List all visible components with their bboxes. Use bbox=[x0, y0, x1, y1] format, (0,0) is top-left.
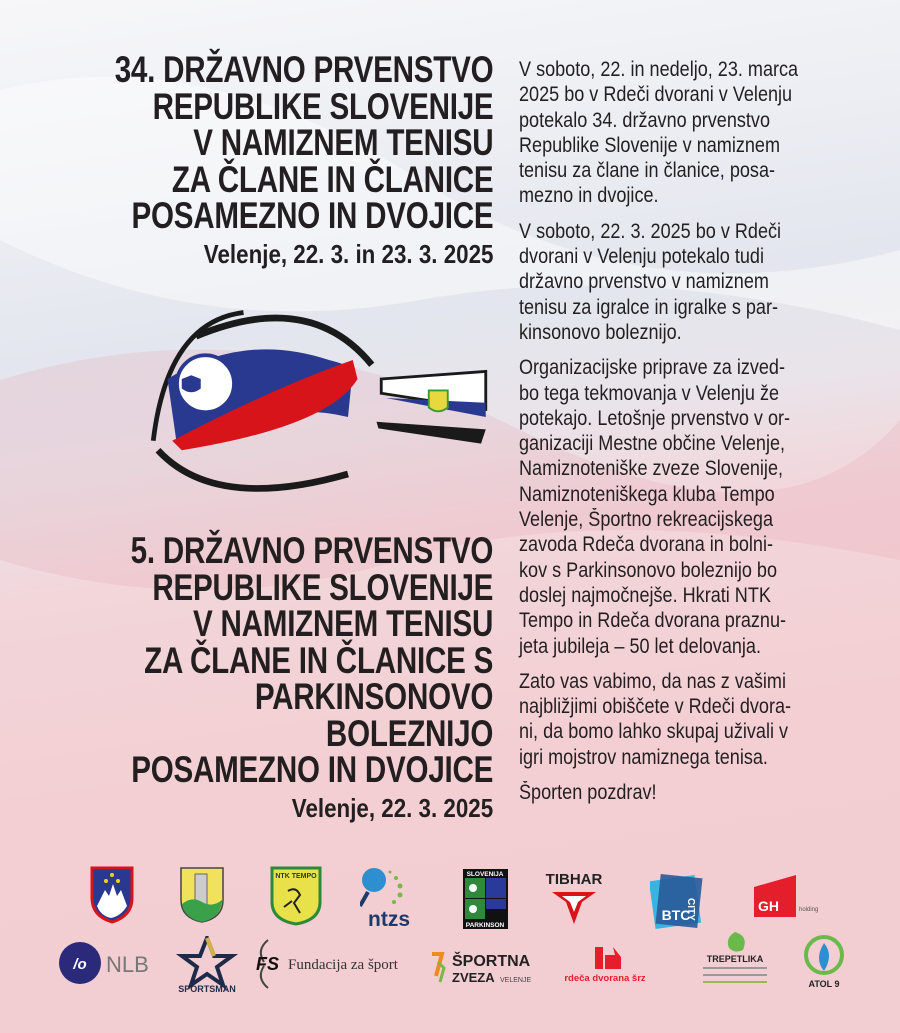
text-line: najbližjimi obiščete v Rdeči dvora- bbox=[519, 695, 792, 719]
heading-line: REPUBLIKE SLOVENIJE bbox=[152, 566, 493, 608]
text-line: dvorani v Velenju potekalo tudi bbox=[519, 245, 764, 269]
text-line: zavoda Rdeča dvorana in bolni- bbox=[519, 533, 774, 557]
nlb-logo: /o NLB bbox=[58, 940, 162, 986]
logo-text: rdeča dvorana šrz bbox=[565, 973, 645, 984]
heading-championship-5-parkinson: 5. DRŽAVNO PRVENSTVO REPUBLIKE SLOVENIJE… bbox=[40, 530, 494, 825]
logo-text: SPORTSMAN bbox=[178, 984, 236, 994]
text-line: Namiznoteniškega kluba Tempo bbox=[519, 482, 775, 506]
heading-line: 5. DRŽAVNO PRVENSTVO bbox=[130, 530, 493, 571]
heading-line: V NAMIZNEM TENISU bbox=[192, 603, 494, 644]
logo-text: holding bbox=[799, 907, 818, 913]
text-line: potekalo 34. državno prvenstvo bbox=[519, 108, 770, 132]
text-line: potekajo. Letošnje prvenstvo v or- bbox=[519, 406, 791, 430]
text-line: državno prvenstvo v namiznem bbox=[519, 270, 769, 294]
text-line: ni, da bomo lahko skupaj uživali v bbox=[519, 720, 789, 744]
heading-line: POSAMEZNO IN DVOJICE bbox=[131, 195, 493, 236]
logo-text: TREPETLIKA bbox=[707, 954, 764, 964]
text-line: Zato vas vabimo, da nas z vašimi bbox=[519, 669, 787, 693]
text-line: Namiznoteniške zveze Slovenije, bbox=[519, 457, 784, 481]
text-line: Velenje, Športno rekreacijskega bbox=[519, 508, 773, 532]
paragraph: Organizacijske priprave za izved-bo tega… bbox=[519, 355, 879, 659]
gh-holding-logo: GH holding bbox=[752, 873, 836, 923]
text-line: bo tega tekmovanja v Velenju že bbox=[519, 381, 780, 405]
paragraph: V soboto, 22. in nedeljo, 23. marca 2025 … bbox=[519, 57, 879, 209]
rdeca-dvorana-srz-logo: rdeča dvorana šrz bbox=[565, 945, 645, 987]
heading-championship-34: 34. DRŽAVNO PRVENSTVO REPUBLIKE SLOVENIJ… bbox=[20, 49, 494, 271]
logo-text: GH bbox=[758, 898, 779, 914]
sportna-zveza-velenje-logo: ŠPORTNA ZVEZA VELENJE bbox=[430, 948, 550, 988]
invitation-text: V soboto, 22. in nedeljo, 23. marca 2025 … bbox=[519, 57, 879, 815]
logo-text: ŠPORTNA bbox=[452, 951, 531, 970]
logo-text: ZVEZA bbox=[452, 970, 495, 985]
text-line: jeta jubileja – 50 let delovanja. bbox=[519, 634, 761, 658]
text-line: mezno in dvojice. bbox=[519, 184, 659, 208]
table-tennis-paddle-logo bbox=[150, 310, 488, 492]
logo-text: FS bbox=[256, 954, 279, 974]
text-line: kinsonovo boleznijo. bbox=[519, 320, 682, 344]
paragraph: Športen pozdrav! bbox=[519, 780, 879, 805]
text-line: Organizacijske priprave za izved- bbox=[519, 356, 785, 380]
sportsman-logo: SPORTSMAN bbox=[165, 936, 249, 994]
logo-text: ntzs bbox=[368, 908, 410, 928]
text-line: kov s Parkinsonovo boleznijo bo bbox=[519, 558, 778, 582]
svg-text:/o: /o bbox=[72, 956, 86, 973]
heading-line: REPUBLIKE SLOVENIJE bbox=[152, 85, 493, 127]
atol-9-logo: ATOL 9 bbox=[800, 935, 848, 991]
logo-text: PARKINSON bbox=[466, 922, 505, 929]
tibhar-logo: TIBHAR bbox=[538, 870, 610, 926]
btc-city-logo: BTC CITY bbox=[650, 872, 706, 932]
heading-line: ZA ČLANE IN ČLANICE S bbox=[143, 639, 493, 681]
logo-text: SLOVENIJA bbox=[467, 871, 504, 878]
text-line: V soboto, 22. 3. 2025 bo v Rdeči bbox=[519, 219, 782, 243]
heading-line: 34. DRŽAVNO PRVENSTVO bbox=[114, 49, 493, 90]
paragraph: V soboto, 22. 3. 2025 bo v Rdeči dvorani … bbox=[519, 219, 879, 345]
text-line: igri mojstrov namiznega tenisa. bbox=[519, 745, 768, 769]
logo-text: TIBHAR bbox=[546, 871, 603, 888]
logo-text: NTK TEMPO bbox=[275, 873, 317, 880]
event-date: Velenje, 22. 3. in 23. 3. 2025 bbox=[203, 238, 493, 269]
fundacija-za-sport-logo: FS Fundacija za šport bbox=[254, 936, 444, 992]
text-line: doslej najmočnejše. Hkrati NTK bbox=[519, 583, 771, 607]
event-date: Velenje, 22. 3. 2025 bbox=[291, 792, 493, 823]
ping-pong-parkinson-logo: SLOVENIJA PARKINSON bbox=[463, 869, 508, 929]
heading-line: BOLEZNIJO bbox=[325, 712, 493, 754]
heading-line: POSAMEZNO IN DVOJICE bbox=[131, 749, 493, 790]
paragraph: Zato vas vabimo, da nas z vašimi najbližj… bbox=[519, 669, 879, 770]
text-line: V soboto, 22. in nedeljo, 23. marca bbox=[519, 58, 799, 81]
text-line: 2025 bo v Rdeči dvorani v Velenju bbox=[519, 83, 793, 107]
heading-line: PARKINSONOVO bbox=[254, 676, 494, 717]
logo-text: CITY bbox=[685, 898, 696, 921]
text-line: tenisu za igralce in igralke s par- bbox=[519, 295, 778, 319]
heading-line: ZA ČLANE IN ČLANICE bbox=[171, 158, 494, 200]
logo-text: BTC bbox=[662, 907, 691, 923]
trepetlika-logo: TREPETLIKA bbox=[685, 930, 785, 992]
heading-line: V NAMIZNEM TENISU bbox=[192, 122, 493, 163]
text-line: Tempo in Rdeča dvorana praznu- bbox=[519, 609, 787, 633]
text-line: ganizaciji Mestne občine Velenje, bbox=[519, 432, 786, 456]
velenje-coat-of-arms-logo bbox=[178, 866, 226, 924]
text-line: tenisu za člane in članice, posa- bbox=[519, 159, 775, 183]
logo-text: ATOL 9 bbox=[808, 979, 839, 989]
logo-text: NLB bbox=[106, 952, 149, 977]
logo-text: Fundacija za šport bbox=[288, 957, 399, 973]
ntk-tempo-logo: NTK TEMPO bbox=[270, 866, 322, 926]
text-line: Športen pozdrav! bbox=[519, 781, 657, 805]
logo-text: VELENJE bbox=[500, 977, 531, 984]
text-line: Republike Slovenije v namiznem bbox=[519, 133, 781, 157]
slovenia-coat-of-arms-logo bbox=[88, 866, 136, 924]
ntzs-logo: ntzs bbox=[360, 866, 432, 928]
